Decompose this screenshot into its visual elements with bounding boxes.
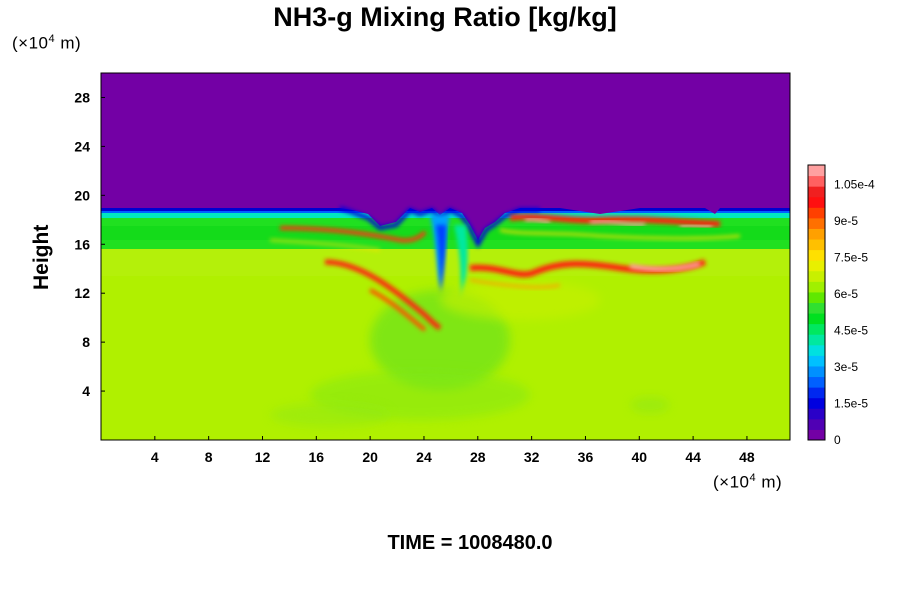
colorbar-swatch	[808, 302, 825, 314]
colorbar	[807, 164, 826, 441]
colorbar-swatch	[808, 418, 825, 430]
colorbar-swatch	[808, 207, 825, 219]
colorbar-tick-label: 3e-5	[834, 360, 858, 374]
x-axis-ticks: 4 8 12 16 20 24 28 32 36 40 44 48	[151, 436, 755, 465]
colorbar-swatch	[808, 344, 825, 356]
colorbar-swatch	[808, 397, 825, 409]
colorbar-swatch	[808, 217, 825, 229]
colorbar-tick-label: 1.05e-4	[834, 177, 875, 191]
chart-title: NH3-g Mixing Ratio [kg/kg]	[273, 2, 617, 32]
lower-ridge-left	[324, 259, 442, 331]
x-tick-label: 40	[631, 449, 647, 465]
time-label: TIME = 1008480.0	[387, 532, 553, 554]
colorbar-swatch	[808, 270, 825, 282]
colorbar-swatch	[808, 239, 825, 251]
colorbar-swatch	[808, 228, 825, 240]
colorbar-swatch	[808, 429, 825, 441]
plot-frame	[100, 72, 791, 441]
colorbar-ticks: 0 1.5e-5 3e-5 4.5e-5 6e-5 7.5e-5 9e-5 1.05e-4	[834, 177, 875, 447]
colorbar-swatch	[808, 323, 825, 335]
x-tick-label: 16	[309, 449, 325, 465]
colorbar-tick-label: 0	[834, 433, 841, 447]
colorbar-swatch	[808, 186, 825, 198]
y-tick-label: 20	[74, 187, 90, 203]
upper-ridge-left	[279, 226, 427, 243]
colorbar-swatch	[808, 260, 825, 272]
y-tick-label: 12	[74, 285, 90, 301]
y-tick-label: 24	[74, 138, 90, 154]
colorbar-swatch	[808, 365, 825, 378]
colorbar-swatch	[808, 313, 825, 325]
upper-layer-fill	[101, 73, 790, 240]
colorbar-tick-label: 6e-5	[834, 287, 858, 301]
colorbar-swatch	[808, 408, 825, 420]
y-tick-label: 16	[74, 236, 90, 252]
x-tick-label: 20	[362, 449, 378, 465]
y-axis-unit: (×104 m)	[12, 33, 82, 53]
colorbar-swatch	[808, 387, 825, 399]
x-tick-label: 24	[416, 449, 432, 465]
colorbar-tick-label: 4.5e-5	[834, 323, 868, 337]
y-axis-ticks: 4 8 12 16 20 24 28	[74, 89, 105, 399]
x-tick-label: 44	[685, 449, 701, 465]
x-tick-label: 32	[524, 449, 540, 465]
colorbar-swatch	[808, 196, 825, 208]
x-tick-label: 36	[578, 449, 594, 465]
x-axis-unit: (×104 m)	[713, 472, 783, 492]
x-tick-label: 48	[739, 449, 755, 465]
upper-ridge-right	[509, 213, 721, 227]
colorbar-swatch	[808, 355, 825, 367]
x-tick-label: 8	[205, 449, 213, 465]
colorbar-swatch	[808, 249, 825, 261]
colorbar-swatch	[808, 291, 825, 303]
colorbar-tick-label: 1.5e-5	[834, 396, 868, 410]
y-tick-label: 8	[82, 334, 90, 350]
y-tick-label: 28	[74, 89, 90, 105]
colorbar-tick-label: 7.5e-5	[834, 250, 868, 264]
colorbar-swatch	[808, 376, 825, 388]
x-tick-label: 4	[151, 449, 159, 465]
x-tick-label: 12	[255, 449, 271, 465]
colorbar-swatch	[808, 165, 825, 177]
colorbar-frame	[807, 164, 826, 441]
colorbar-swatch	[808, 334, 825, 346]
colorbar-swatch	[808, 175, 825, 187]
colorbar-swatch	[808, 281, 825, 293]
y-tick-label: 4	[82, 383, 90, 399]
colorbar-tick-label: 9e-5	[834, 214, 858, 228]
x-tick-label: 28	[470, 449, 486, 465]
heatmap-field	[101, 73, 790, 440]
